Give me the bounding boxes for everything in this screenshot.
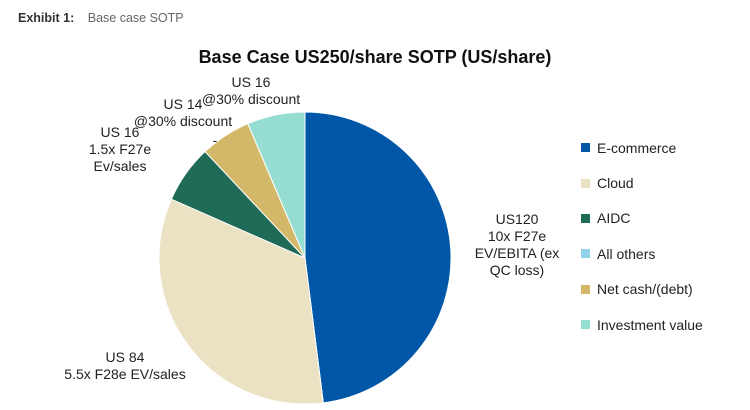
slice-label-line: US 16 <box>231 74 271 90</box>
slice-label-line: 10x F27e <box>487 228 547 244</box>
slice-label-line: @30% discount <box>201 91 301 107</box>
pie-slice-e-commerce <box>304 111 452 404</box>
slice-label-e-commerce: US120 10x F27e EV/EBITA (ex QC loss) <box>462 211 572 279</box>
slice-label-line: Ev/sales <box>93 158 147 174</box>
legend-swatch <box>581 213 590 223</box>
legend-swatch <box>581 284 590 294</box>
slice-label-aidc: US 16 1.5x F27e Ev/sales <box>80 124 160 175</box>
legend-item-investment-value: Investment value <box>581 307 703 342</box>
chart-legend: E-commerce Cloud AIDC All others Net cash/(d… <box>581 130 703 342</box>
slice-label-line: - <box>212 132 218 148</box>
legend-label: All others <box>597 245 656 262</box>
legend-item-all-others: All others <box>581 236 703 271</box>
legend-swatch <box>581 178 590 188</box>
legend-swatch <box>581 143 590 153</box>
legend-swatch <box>581 249 590 259</box>
slice-label-line: US 16 <box>100 124 140 140</box>
slice-label-investment-value: US 16 @30% discount <box>186 74 316 108</box>
slice-label-line: US 14 <box>163 96 203 112</box>
slice-label-net-cash-debt: US 14 @30% discount <box>118 96 248 130</box>
slice-label-line: US120 <box>495 211 539 227</box>
chart-title: Base Case US250/share SOTP (US/share) <box>198 47 552 67</box>
legend-item-aidc: AIDC <box>581 201 703 236</box>
slice-label-line: QC loss) <box>489 262 545 278</box>
legend-label: Investment value <box>597 316 703 333</box>
legend-item-cloud: Cloud <box>581 165 703 200</box>
exhibit-label: Exhibit 1: <box>18 11 75 25</box>
slice-label-all-others: - <box>205 132 225 149</box>
slice-label-line: 5.5x F28e EV/sales <box>64 366 186 382</box>
slice-label-line: @30% discount <box>133 113 233 129</box>
pie-slice-investment-value <box>247 111 306 259</box>
legend-item-e-commerce: E-commerce <box>581 130 703 165</box>
exhibit-title: Base case SOTP <box>87 11 184 25</box>
slice-label-cloud: US 84 5.5x F28e EV/sales <box>45 349 205 383</box>
legend-item-net-cash-debt: Net cash/(debt) <box>581 272 703 307</box>
pie-slice-cloud <box>158 198 324 405</box>
legend-swatch <box>581 320 590 330</box>
slice-label-line: US 84 <box>105 349 145 365</box>
slice-label-line: 1.5x F27e <box>88 141 152 157</box>
legend-label: E-commerce <box>597 139 677 156</box>
legend-label: AIDC <box>597 210 631 227</box>
legend-label: Net cash/(debt) <box>597 281 693 298</box>
legend-label: Cloud <box>597 175 634 192</box>
exhibit-header: Exhibit 1: Base case SOTP <box>18 11 184 25</box>
slice-label-line: EV/EBITA (ex <box>474 245 560 261</box>
